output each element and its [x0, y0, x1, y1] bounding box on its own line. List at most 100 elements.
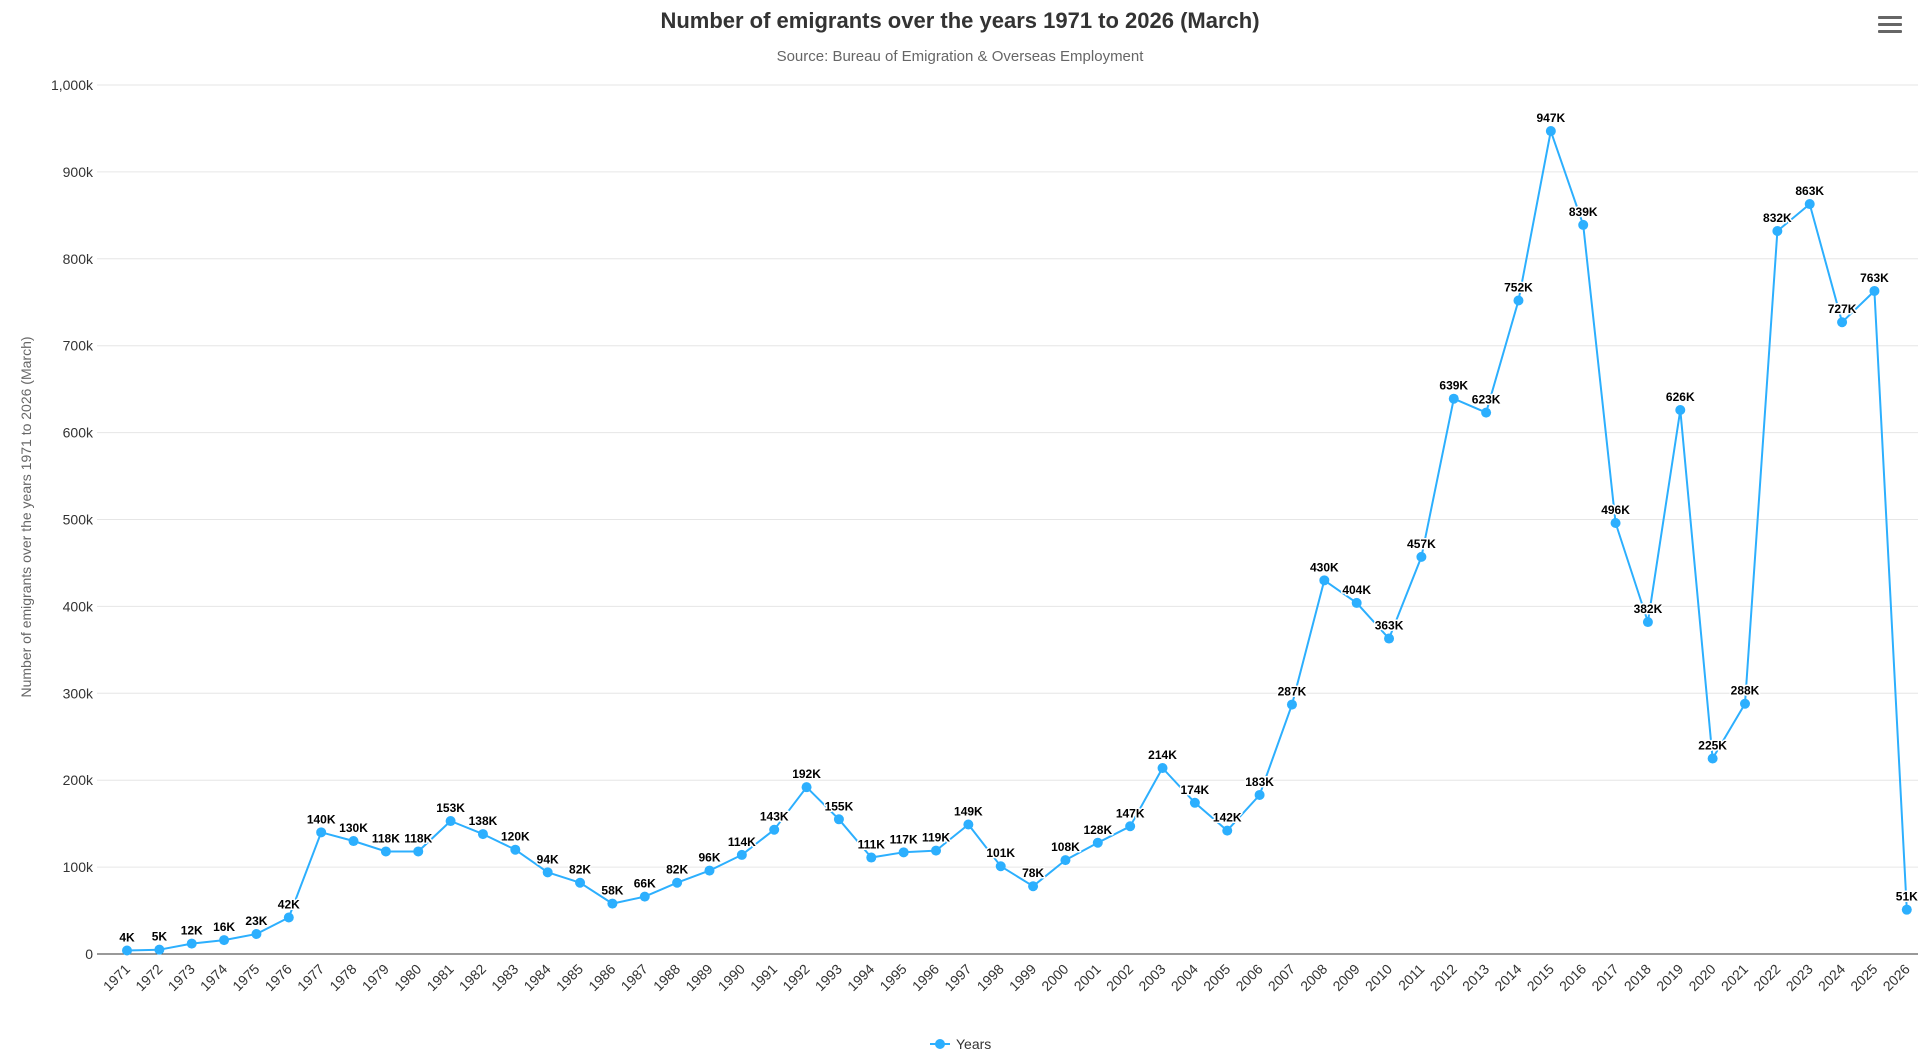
- x-tick-label: 2014: [1491, 961, 1524, 994]
- data-label: 114K: [728, 835, 756, 849]
- data-point[interactable]: [1254, 789, 1265, 800]
- x-tick-label: 1976: [262, 961, 295, 994]
- hamburger-menu-icon[interactable]: [1876, 12, 1904, 38]
- data-point[interactable]: [575, 877, 586, 888]
- data-point[interactable]: [283, 912, 294, 923]
- data-point[interactable]: [1157, 763, 1168, 774]
- data-point[interactable]: [1740, 698, 1750, 709]
- data-point[interactable]: [1772, 225, 1783, 236]
- data-label: 118K: [404, 831, 432, 845]
- data-point[interactable]: [445, 816, 456, 827]
- data-point[interactable]: [833, 814, 844, 825]
- data-point[interactable]: [1092, 837, 1103, 848]
- data-label: 96K: [698, 851, 720, 865]
- data-point[interactable]: [1319, 575, 1330, 586]
- legend[interactable]: Years: [930, 1036, 991, 1052]
- x-tick-label: 1988: [650, 961, 683, 994]
- x-tick-label: 2025: [1847, 961, 1880, 994]
- chart-title: Number of emigrants over the years 1971 …: [660, 8, 1260, 33]
- data-point[interactable]: [1286, 699, 1297, 710]
- data-point[interactable]: [1545, 126, 1556, 137]
- data-label: 130K: [339, 821, 368, 835]
- data-label: 287K: [1278, 685, 1307, 699]
- x-tick-label: 2000: [1038, 961, 1071, 994]
- data-point[interactable]: [736, 849, 747, 860]
- data-point[interactable]: [704, 865, 715, 876]
- x-tick-label: 2004: [1168, 961, 1201, 994]
- x-tick-label: 1984: [520, 961, 553, 994]
- data-point[interactable]: [542, 867, 553, 878]
- data-point[interactable]: [672, 877, 683, 888]
- data-point[interactable]: [1804, 199, 1815, 210]
- data-point[interactable]: [1416, 551, 1427, 562]
- data-label: 430K: [1310, 560, 1339, 574]
- x-tick-label: 2026: [1880, 961, 1913, 994]
- data-point[interactable]: [219, 935, 230, 946]
- data-point[interactable]: [1707, 753, 1718, 764]
- data-label: 626K: [1666, 390, 1695, 404]
- data-point[interactable]: [380, 846, 391, 857]
- grid-lines: [97, 84, 1918, 868]
- data-point[interactable]: [1837, 317, 1848, 328]
- data-point[interactable]: [1901, 904, 1912, 915]
- data-point[interactable]: [348, 836, 359, 847]
- data-point[interactable]: [1384, 633, 1395, 644]
- data-point[interactable]: [639, 891, 650, 902]
- data-point[interactable]: [154, 944, 165, 955]
- data-label: 752K: [1504, 281, 1533, 295]
- data-point[interactable]: [995, 861, 1006, 872]
- data-label: 149K: [954, 805, 983, 819]
- data-label: 457K: [1407, 537, 1436, 551]
- data-point[interactable]: [413, 846, 424, 857]
- data-point[interactable]: [1448, 393, 1459, 404]
- data-label: 120K: [501, 830, 530, 844]
- series-line: [122, 126, 1912, 956]
- x-tick-label: 1999: [1006, 961, 1039, 994]
- data-point[interactable]: [122, 945, 132, 956]
- data-point[interactable]: [510, 844, 521, 855]
- y-tick-label: 900k: [63, 164, 94, 180]
- data-point[interactable]: [898, 847, 909, 858]
- x-tick-label: 1997: [941, 961, 974, 994]
- data-point[interactable]: [607, 898, 618, 909]
- x-tick-label: 2006: [1232, 961, 1265, 994]
- data-point[interactable]: [769, 824, 780, 835]
- y-tick-label: 300k: [63, 685, 94, 701]
- data-point[interactable]: [1222, 825, 1233, 836]
- data-point[interactable]: [1513, 295, 1524, 306]
- data-point[interactable]: [1481, 407, 1492, 418]
- data-point[interactable]: [931, 845, 941, 856]
- data-point[interactable]: [1125, 821, 1136, 832]
- legend-item-label: Years: [956, 1036, 991, 1052]
- data-point[interactable]: [251, 929, 262, 940]
- x-tick-label: 1979: [359, 961, 392, 994]
- x-tick-label: 2020: [1685, 961, 1718, 994]
- data-label: 155K: [825, 799, 854, 813]
- data-point[interactable]: [1869, 285, 1880, 296]
- data-point[interactable]: [801, 782, 812, 793]
- data-label: 119K: [922, 831, 950, 845]
- data-point[interactable]: [477, 829, 488, 840]
- x-tick-label: 1991: [747, 961, 780, 994]
- data-label: 16K: [213, 920, 235, 934]
- data-point[interactable]: [1060, 855, 1071, 866]
- x-tick-label: 1977: [294, 961, 327, 994]
- data-point[interactable]: [1610, 517, 1621, 528]
- data-point[interactable]: [186, 938, 197, 949]
- data-point[interactable]: [1028, 881, 1039, 892]
- data-point[interactable]: [963, 819, 974, 830]
- data-point[interactable]: [316, 827, 327, 838]
- x-tick-label: 2015: [1524, 961, 1557, 994]
- x-tick-label: 1982: [456, 961, 489, 994]
- data-point[interactable]: [1675, 405, 1686, 416]
- x-tick-label: 2008: [1297, 961, 1330, 994]
- data-point[interactable]: [1351, 597, 1362, 608]
- data-point[interactable]: [1642, 617, 1653, 628]
- data-point[interactable]: [1189, 797, 1200, 808]
- x-axis: 1971 1972 1973 1974 1975 1976 1977 1978 1979 1980…: [97, 953, 1918, 994]
- data-point[interactable]: [866, 852, 877, 863]
- x-tick-label: 1973: [164, 961, 197, 994]
- data-point[interactable]: [1578, 219, 1589, 230]
